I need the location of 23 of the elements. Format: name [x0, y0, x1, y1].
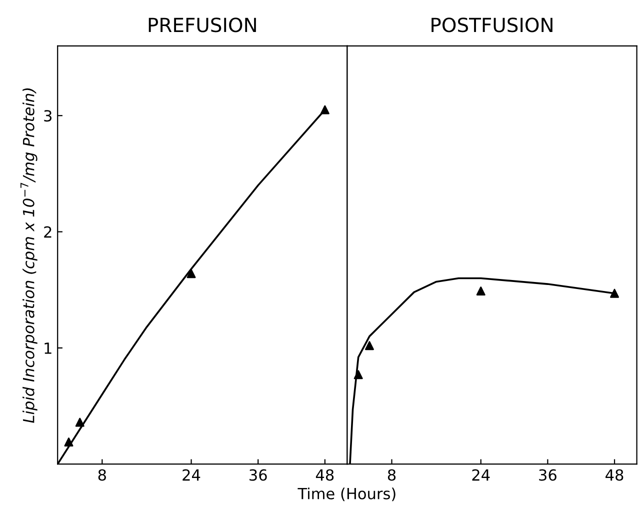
y-axis-title: Lipid Incorporation (cpm x 10$^{−7}$/mg Protein) [20, 88, 38, 423]
point [64, 438, 74, 447]
x-tick-label: 48 [316, 469, 334, 481]
point [320, 105, 330, 114]
chart-title: POSTFUSION [432, 18, 552, 32]
y-tick-label: 2 [44, 226, 52, 238]
chart-title: PREFUSION [148, 18, 256, 32]
x-tick-label: 8 [98, 469, 106, 481]
point [610, 288, 620, 298]
x-axis-title: Time (Hours) [298, 488, 396, 502]
point [476, 286, 486, 296]
x-tick-label: 48 [606, 469, 624, 481]
y-tick-label: 3 [44, 110, 52, 122]
x-tick-label: 8 [388, 469, 396, 481]
point [186, 269, 196, 278]
point [354, 370, 363, 380]
y-tick-label: 1 [44, 342, 52, 354]
point [364, 341, 374, 350]
point [75, 418, 84, 427]
x-tick-label: 36 [250, 469, 267, 481]
x-tick-label: 24 [472, 469, 490, 481]
x-tick-label: 36 [539, 469, 556, 481]
x-tick-label: 24 [182, 469, 200, 481]
